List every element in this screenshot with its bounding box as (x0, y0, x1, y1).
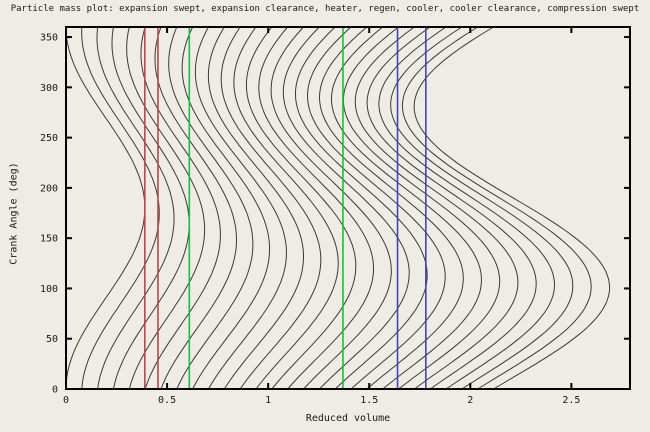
particle-curve (390, 26, 574, 390)
x-tick-label: 2.5 (562, 395, 580, 406)
particle-curve (233, 26, 339, 390)
particle-curve (282, 26, 410, 390)
particle-curve (194, 26, 287, 390)
particle-curve (378, 26, 555, 390)
y-tick-label: 250 (40, 133, 58, 144)
plot-border (65, 26, 631, 390)
particle-curve (168, 26, 254, 390)
y-tick-label: 350 (40, 33, 58, 44)
particle-curve (354, 26, 519, 390)
chart-title: Particle mass plot: expansion swept, exp… (10, 4, 640, 14)
particle-curve (331, 26, 482, 390)
x-tick-label: 1.5 (360, 395, 378, 406)
y-tick-label: 300 (40, 83, 58, 94)
particle-curve (220, 26, 322, 390)
y-tick-label: 0 (52, 385, 58, 396)
particle-curve (270, 26, 392, 390)
y-axis-label: Crank Angle (deg) (8, 162, 20, 265)
particle-curve (111, 26, 190, 390)
particle-curve (81, 26, 160, 390)
y-tick-label: 200 (40, 183, 58, 194)
particle-curve (96, 26, 175, 390)
particle-curve (295, 26, 428, 390)
x-tick-label: 0.5 (158, 395, 176, 406)
particle-curve (245, 26, 357, 390)
y-tick-label: 150 (40, 234, 58, 245)
x-axis-label: Reduced volume (305, 413, 391, 424)
particle-curve (413, 26, 611, 390)
particle-curve (140, 26, 221, 390)
particle-curve (154, 26, 237, 390)
particle-curve (258, 26, 374, 390)
particle-curve (342, 26, 501, 390)
x-tick-label: 2 (467, 395, 473, 406)
particle-curve (306, 26, 446, 390)
x-tick-label: 1 (265, 395, 271, 406)
y-tick-label: 100 (40, 284, 58, 295)
x-tick-label: 0 (63, 395, 69, 406)
particle-curve (126, 26, 206, 390)
particle-curve (207, 26, 304, 390)
particle-curve (181, 26, 270, 390)
y-tick-label: 50 (46, 334, 58, 345)
particle-curve (401, 26, 592, 390)
particle-curve (366, 26, 537, 390)
particle-curve (318, 26, 464, 390)
